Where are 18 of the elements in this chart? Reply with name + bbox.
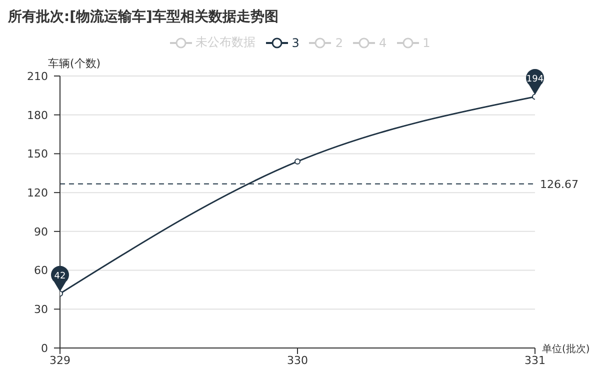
y-tick-label: 210 xyxy=(27,70,48,83)
ref-line-label: 126.67 xyxy=(540,178,578,191)
data-label: 194 xyxy=(526,74,544,85)
y-tick-label: 90 xyxy=(34,225,48,238)
y-tick-label: 60 xyxy=(34,264,48,278)
x-tick-label: 329 xyxy=(50,354,70,367)
x-axis-title: 单位(批次) xyxy=(542,342,590,356)
legend-label: 3 xyxy=(290,34,300,51)
y-axis-title: 车辆(个数) xyxy=(48,56,101,71)
y-tick-label: 120 xyxy=(27,186,48,200)
y-tick-label: 150 xyxy=(27,148,48,161)
x-tick-label: 331 xyxy=(524,354,546,367)
y-tick-label: 180 xyxy=(27,108,48,122)
y-tick-label: 0 xyxy=(41,342,48,355)
chart-title: 所有批次:[物流运输车]车型相关数据走势图 xyxy=(8,8,278,26)
x-tick-label: 330 xyxy=(287,354,308,367)
data-label: 42 xyxy=(54,272,66,282)
y-tick-label: 30 xyxy=(34,303,48,316)
